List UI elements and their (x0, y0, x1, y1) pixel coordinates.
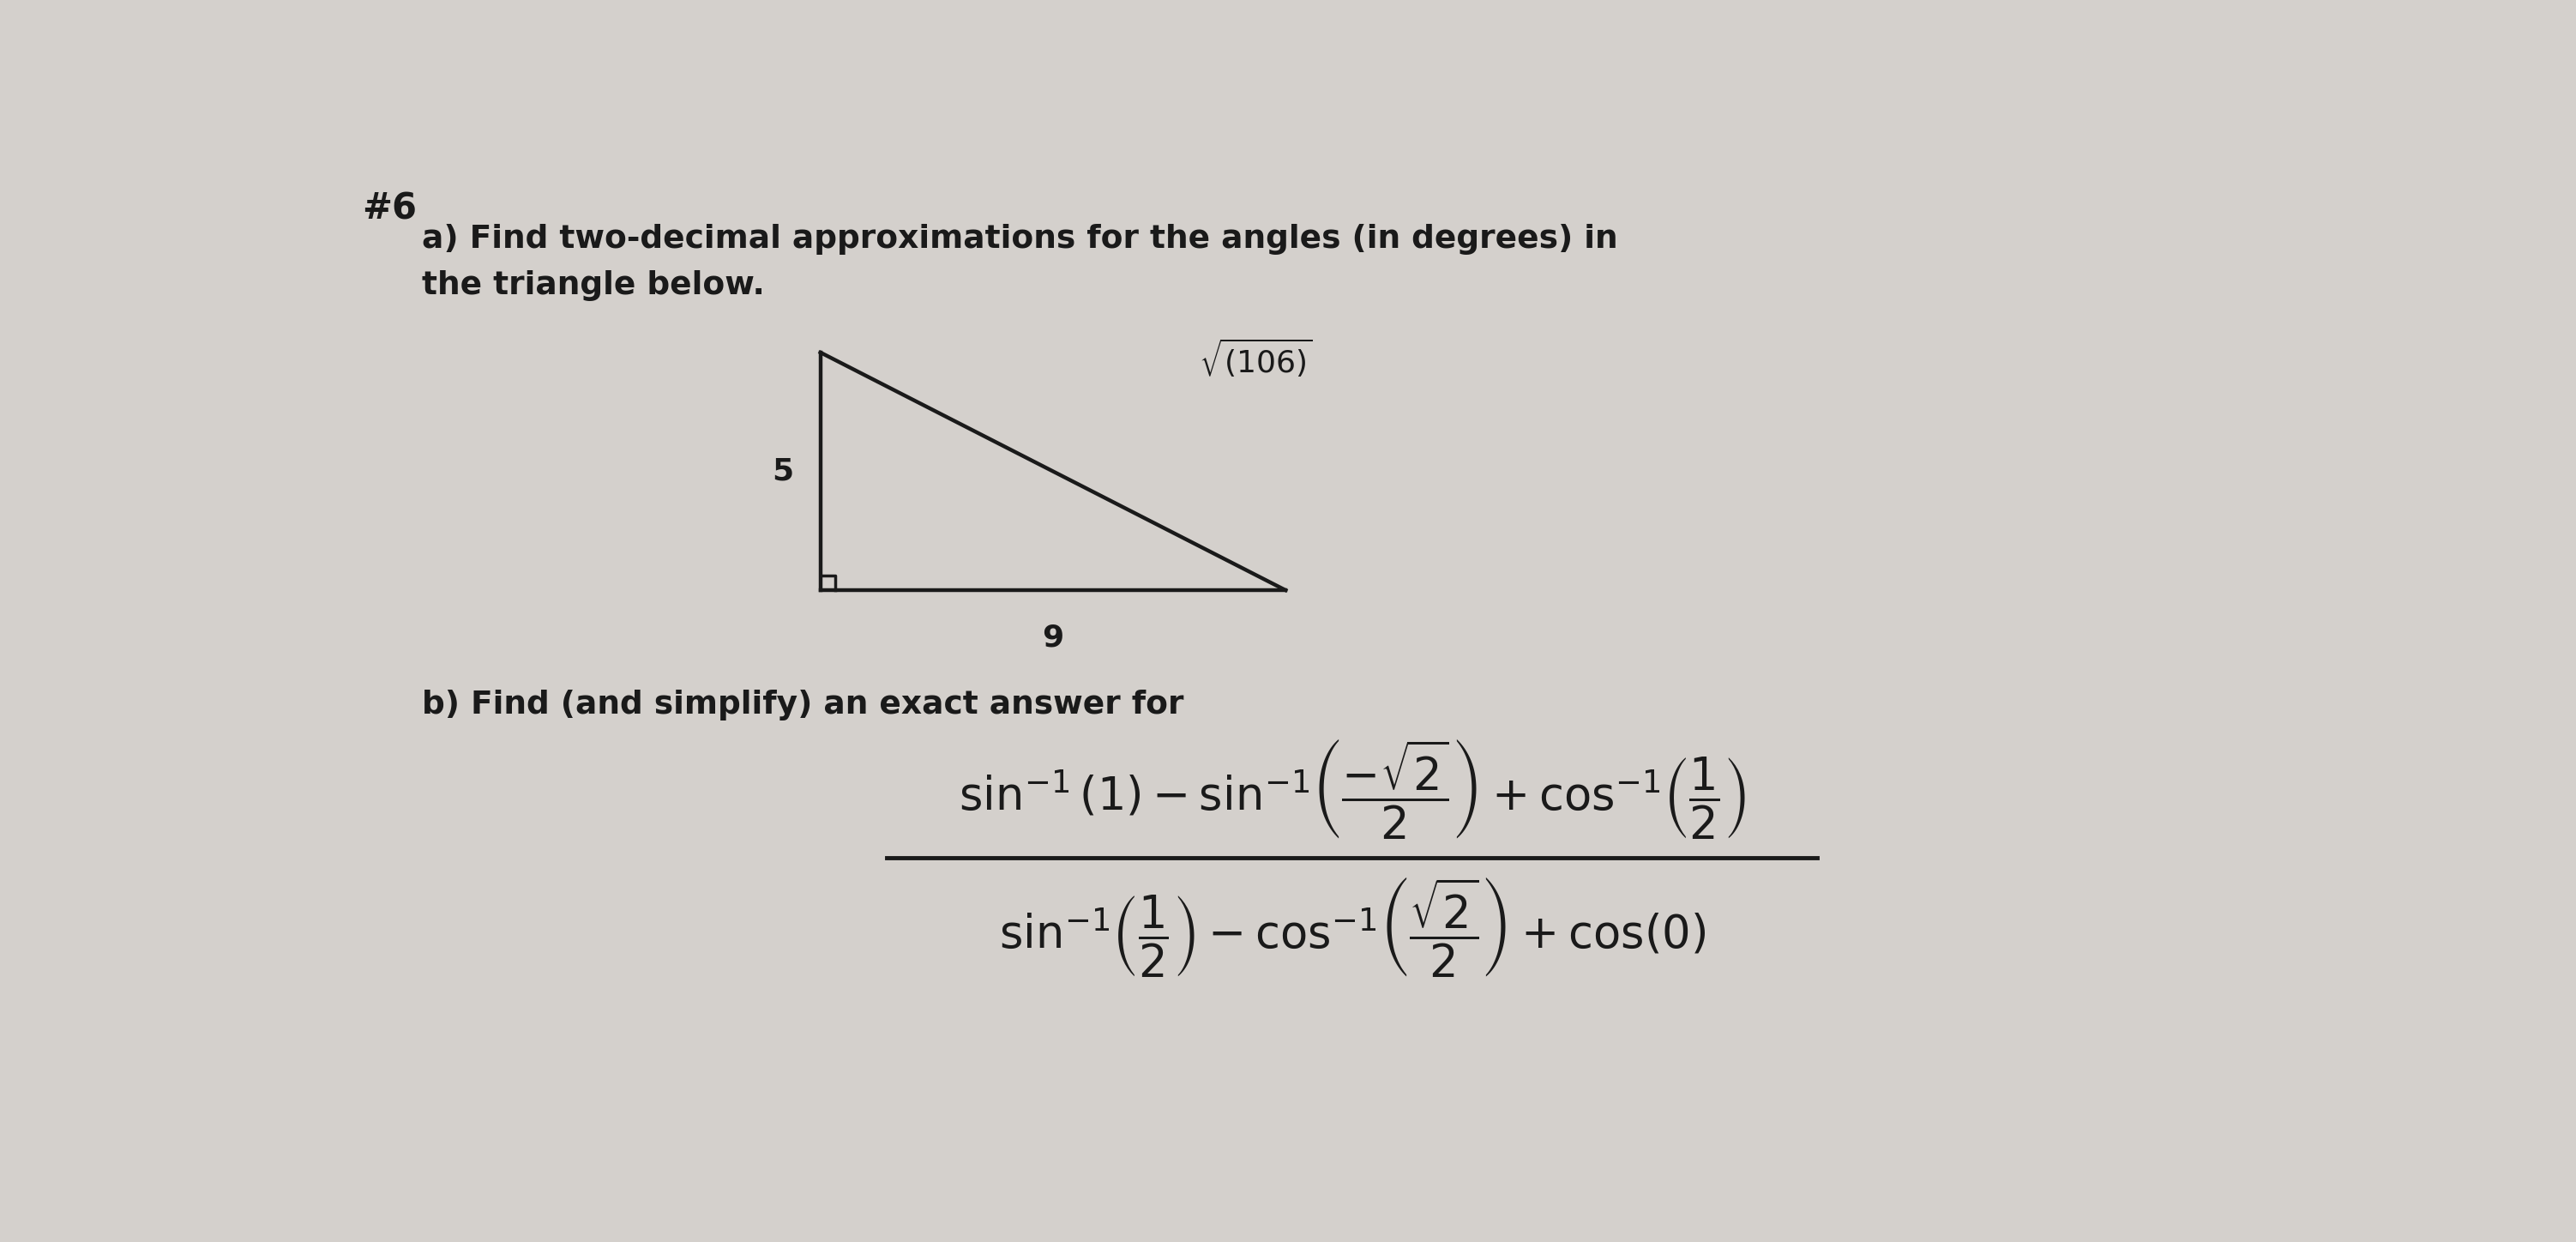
Text: 5: 5 (773, 457, 793, 486)
Text: $\sqrt{(106)}$: $\sqrt{(106)}$ (1200, 337, 1314, 379)
Text: the triangle below.: the triangle below. (422, 270, 765, 301)
Text: 9: 9 (1043, 623, 1064, 652)
Text: #6: #6 (361, 191, 417, 227)
Text: $\sin^{-1}(1) - \sin^{-1}\!\left(\dfrac{-\sqrt{2}}{2}\right)+ \cos^{-1}\!\left(\: $\sin^{-1}(1) - \sin^{-1}\!\left(\dfrac{… (958, 737, 1747, 841)
Text: a) Find two-decimal approximations for the angles (in degrees) in: a) Find two-decimal approximations for t… (422, 224, 1618, 255)
Text: $\sin^{-1}\!\left(\dfrac{1}{2}\right) - \cos^{-1}\!\left(\dfrac{\sqrt{2}}{2}\rig: $\sin^{-1}\!\left(\dfrac{1}{2}\right) - … (999, 876, 1705, 979)
Text: b) Find (and simplify) an exact answer for: b) Find (and simplify) an exact answer f… (422, 689, 1182, 720)
